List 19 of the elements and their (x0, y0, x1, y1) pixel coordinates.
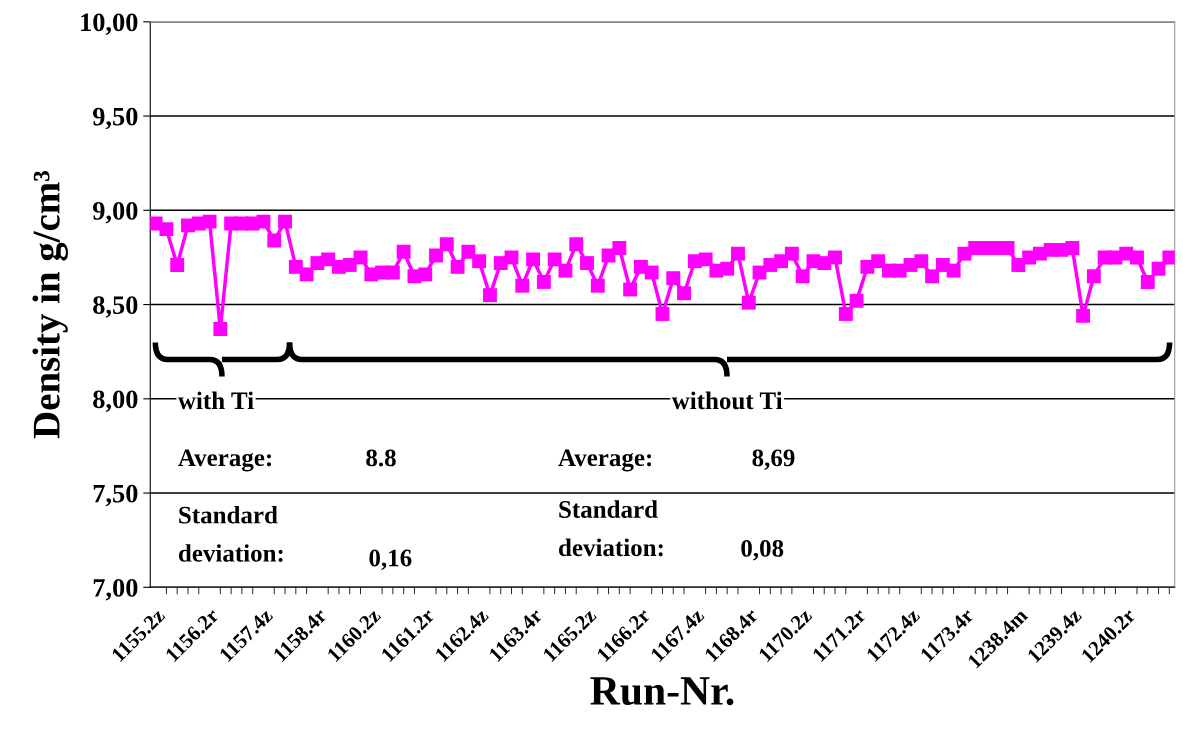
y-tick-label: 8,00 (93, 390, 138, 413)
y-tick-label: 8,50 (93, 296, 138, 318)
annotation: Standard deviation: (558, 500, 663, 557)
annotation: 0,08 (741, 539, 784, 561)
x-axis-title: Run-Nr. (590, 677, 734, 706)
y-tick-label: 9,00 (92, 201, 138, 224)
annotation: Average: (178, 449, 271, 472)
annotation: 8,69 (752, 449, 795, 470)
y-tick-label: 10,00 (81, 13, 138, 36)
annotation: without Ti (671, 391, 783, 410)
annotation: Average: (558, 449, 652, 472)
annotation: 0,16 (369, 549, 412, 571)
y-tick-label: 9,50 (92, 107, 138, 130)
annotation: 8.8 (366, 449, 396, 467)
annotation: with Ti (177, 391, 254, 410)
y-axis-title: Density in g/cm³ (32, 171, 68, 439)
y-tick-label: 7,00 (93, 578, 138, 601)
y-tick-label: 7,50 (93, 484, 138, 507)
annotation: Standard deviation: (178, 505, 283, 562)
